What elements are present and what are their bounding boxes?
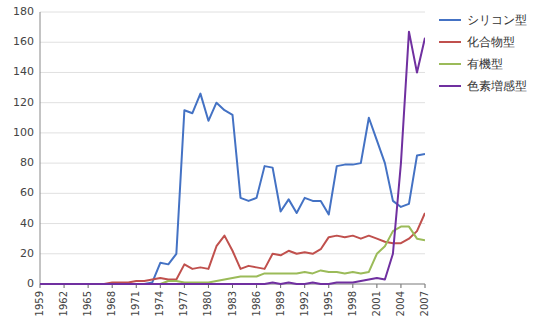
tick-label: 1995	[323, 291, 334, 316]
tick-label: 1986	[251, 291, 262, 316]
tick-label: 1962	[58, 291, 69, 316]
grid-line	[40, 223, 425, 224]
tick-label: 180	[13, 5, 34, 18]
legend-swatch	[439, 85, 461, 87]
grid-line	[40, 253, 425, 254]
series-line	[40, 213, 425, 284]
tick-label: 1977	[178, 291, 189, 316]
legend-label: 化合物型	[467, 35, 515, 49]
tick-label: 120	[13, 96, 34, 109]
legend-label: 有機型	[467, 57, 503, 71]
tick-label: 1974	[154, 291, 165, 316]
grid-line	[40, 193, 425, 194]
legend: シリコン型化合物型有機型色素増感型	[439, 13, 527, 93]
series-line	[40, 227, 425, 284]
tick-label: 140	[13, 65, 34, 78]
tick-mark	[352, 284, 353, 288]
legend-swatch	[439, 19, 461, 21]
tick-label: 20	[20, 247, 34, 260]
tick-label: 40	[20, 217, 34, 230]
chart-container: 0 20 40 60 80 100 120 140 160 180 1959 1962 1965 1968…	[0, 0, 550, 328]
tick-label: 1968	[106, 291, 117, 316]
grid-line	[40, 42, 425, 43]
tick-label: 1965	[82, 291, 93, 316]
tick-label: 1998	[347, 291, 358, 316]
tick-label: 160	[13, 35, 34, 48]
tick-label: 2007	[419, 291, 430, 316]
series-line	[40, 32, 425, 284]
tick-label: 60	[20, 186, 34, 199]
tick-label: 1989	[275, 291, 286, 316]
tick-mark	[400, 284, 401, 288]
series-line	[40, 94, 425, 284]
legend-swatch	[439, 63, 461, 65]
y-axis-line	[40, 12, 41, 284]
x-axis: 1959 1962 1965 1968 1971 1974 1977 1980 1983 1986…	[34, 284, 430, 316]
tick-label: 1971	[130, 291, 141, 316]
tick-label: 1983	[227, 291, 238, 316]
tick-label: 100	[13, 126, 34, 139]
tick-mark	[376, 284, 377, 288]
grid-line	[40, 72, 425, 73]
legend-label: シリコン型	[467, 13, 527, 27]
tick-mark	[425, 284, 426, 288]
tick-label: 1980	[202, 291, 213, 316]
tick-label: 80	[20, 156, 34, 169]
tick-label: 1959	[34, 291, 45, 316]
tick-label: 2004	[395, 291, 406, 316]
plot-area	[40, 32, 425, 284]
y-axis: 0 20 40 60 80 100 120 140 160 180	[13, 5, 425, 290]
grid-line	[40, 102, 425, 103]
tick-label: 2001	[371, 291, 382, 316]
grid-line	[40, 163, 425, 164]
tick-label: 1992	[299, 291, 310, 316]
legend-label: 色素増感型	[467, 79, 527, 93]
legend-swatch	[439, 41, 461, 43]
grid-line	[40, 12, 425, 13]
tick-label: 0	[27, 277, 34, 290]
chart-svg: 0 20 40 60 80 100 120 140 160 180 1959 1962 1965 1968…	[0, 0, 550, 328]
